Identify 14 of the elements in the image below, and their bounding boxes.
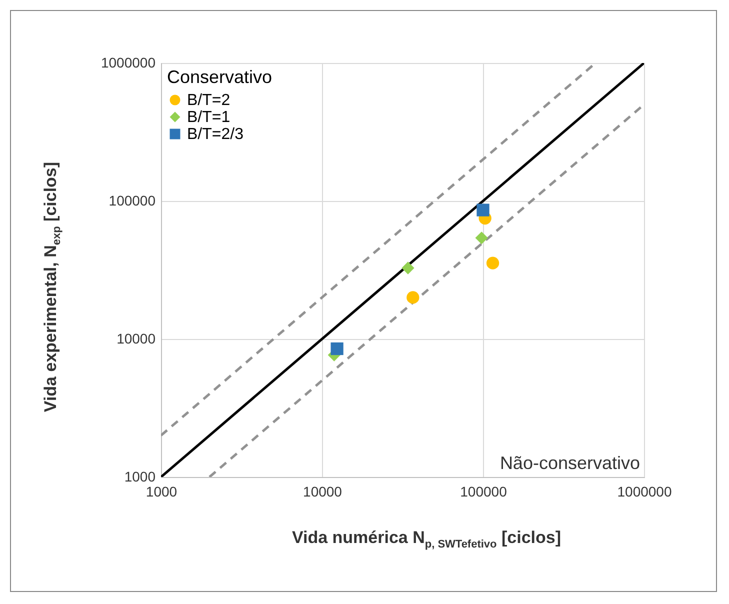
annotation: Não-conservativo <box>500 453 640 473</box>
x-tick-label: 100000 <box>460 484 508 500</box>
y-tick-label: 10000 <box>116 330 156 346</box>
y-tick-label: 1000 <box>124 468 156 484</box>
x-axis-title: Vida numérica N$_{p, SWTefetivo}$ [ciclos] <box>290 528 562 550</box>
x-tick-label: 1000 <box>146 484 178 500</box>
y-tick-label: 1000000 <box>100 54 156 70</box>
x-tick-label: 10000 <box>303 484 342 500</box>
legend-title: Conservativo <box>167 67 272 87</box>
x-tick-label: 1000000 <box>617 484 672 500</box>
legend-label: B/T=2 <box>187 92 230 109</box>
y-tick-label: 100000 <box>108 192 156 208</box>
legend-label: B/T=2/3 <box>187 126 244 143</box>
legend-label: B/T=1 <box>187 109 230 126</box>
